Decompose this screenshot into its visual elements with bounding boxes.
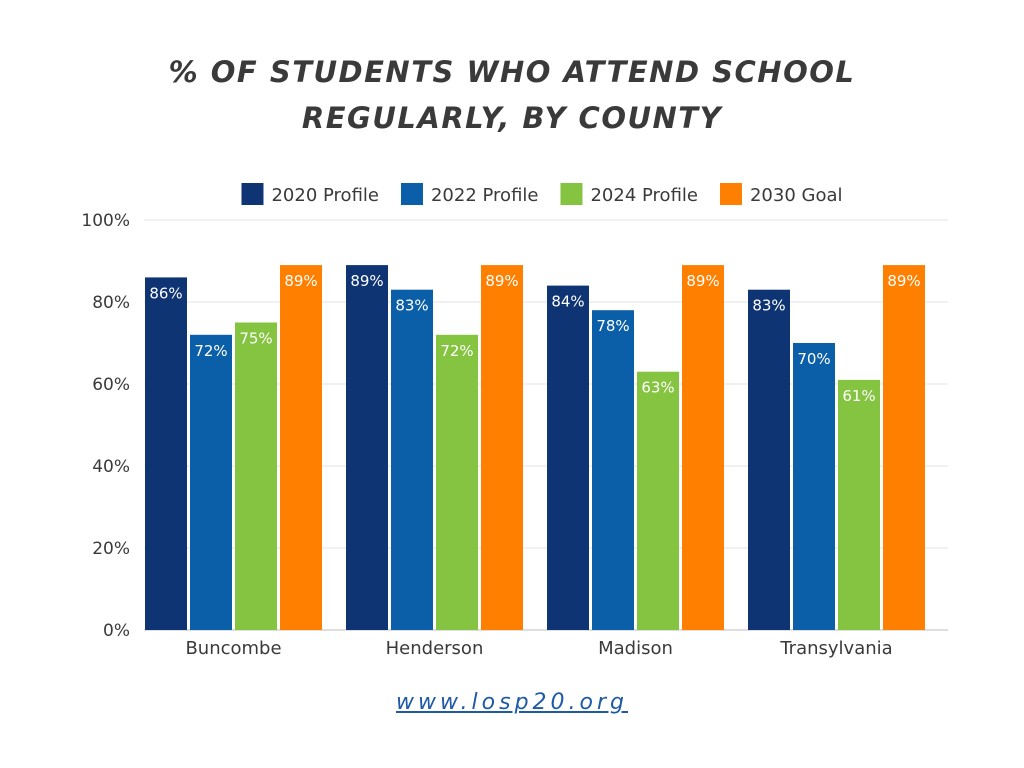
legend-label: 2024 Profile (590, 185, 698, 206)
footer-website-link[interactable]: www.losp20.org (395, 690, 629, 715)
category-label-henderson: Henderson (386, 638, 484, 659)
y-tick-label: 80% (92, 293, 130, 313)
legend-item: 2022 Profile (400, 183, 539, 206)
data-label: 72% (440, 342, 473, 360)
bar-henderson-2 (391, 289, 433, 630)
bar-transylvania-3 (838, 379, 880, 630)
bar-transylvania-1 (748, 289, 790, 630)
data-label: 89% (350, 272, 383, 290)
bar-henderson-4 (481, 265, 523, 630)
bar-transylvania-4 (883, 265, 925, 630)
data-labels: 86% 72% 75% 89% 89% 83% 72% 89% 84% 78% 63% 89% 83% 7… (149, 272, 920, 405)
bar-transylvania-2 (793, 343, 835, 630)
bar-madison-1 (547, 285, 589, 630)
y-tick-label: 20% (92, 539, 130, 559)
legend-item: 2024 Profile (560, 183, 698, 206)
data-label: 89% (686, 272, 719, 290)
legend-item: 2030 Goal (719, 183, 843, 206)
legend-swatch (400, 183, 423, 205)
legend-swatch (241, 183, 264, 205)
data-label: 61% (842, 387, 875, 405)
bar-buncombe-3 (235, 322, 277, 630)
x-axis-category-labels: Buncombe Henderson Madison Transylvania (185, 638, 892, 659)
bar-madison-4 (682, 265, 724, 630)
data-label: 83% (752, 297, 785, 315)
legend-item: 2020 Profile (241, 183, 379, 206)
data-label: 86% (149, 284, 182, 302)
data-label: 70% (797, 350, 830, 368)
category-label-buncombe: Buncombe (185, 638, 281, 659)
bar-buncombe-2 (190, 334, 232, 630)
legend-label: 2022 Profile (431, 185, 539, 206)
bar-buncombe-1 (145, 277, 187, 630)
data-label: 84% (551, 293, 584, 311)
legend: 2020 Profile 2022 Profile 2024 Profile 2030… (241, 183, 843, 206)
y-axis-tick-labels: 0% 20% 40% 60% 80% 100% (81, 211, 130, 641)
y-tick-label: 60% (92, 375, 130, 395)
data-label: 72% (194, 342, 227, 360)
bar-buncombe-4 (280, 265, 322, 630)
data-label: 78% (596, 317, 629, 335)
data-label: 89% (284, 272, 317, 290)
category-label-transylvania: Transylvania (779, 638, 892, 659)
bar-madison-3 (637, 371, 679, 630)
y-tick-label: 0% (103, 621, 130, 641)
chart-title-line-2: REGULARLY, BY COUNTY (301, 101, 723, 135)
data-label: 63% (641, 379, 674, 397)
y-tick-label: 40% (92, 457, 130, 477)
bar-henderson-3 (436, 334, 478, 630)
bar-madison-2 (592, 310, 634, 630)
data-label: 83% (395, 297, 428, 315)
chart-title-line-1: % OF STUDENTS WHO ATTEND SCHOOL (168, 55, 856, 89)
legend-label: 2020 Profile (271, 185, 379, 206)
legend-swatch (560, 183, 583, 205)
y-tick-label: 100% (81, 211, 130, 231)
data-label: 75% (239, 330, 272, 348)
legend-swatch (719, 183, 742, 205)
bar-henderson-1 (346, 265, 388, 630)
bars (145, 265, 925, 630)
category-label-madison: Madison (598, 638, 673, 659)
data-label: 89% (887, 272, 920, 290)
legend-label: 2030 Goal (750, 185, 843, 206)
data-label: 89% (485, 272, 518, 290)
bar-chart: 0% 20% 40% 60% 80% 100% 86% 72% 75% 89% 89% 83% 72%… (81, 183, 948, 659)
